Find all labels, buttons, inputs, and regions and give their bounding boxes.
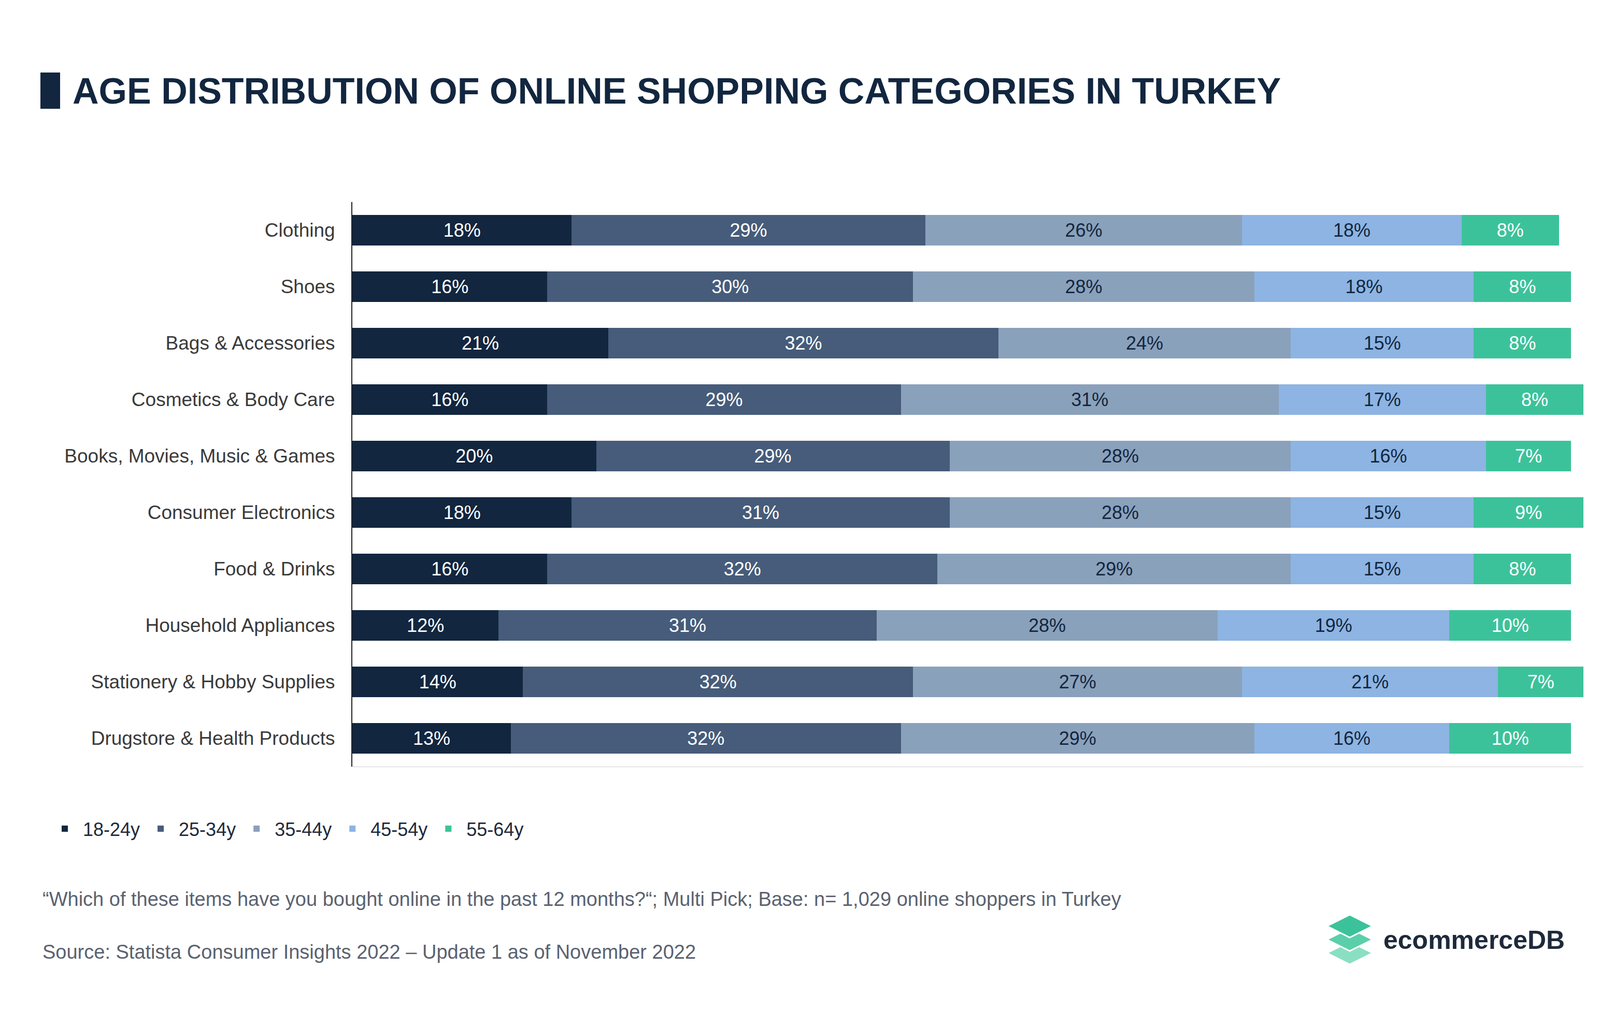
svg-text:ecommerceDB: ecommerceDB: [1383, 925, 1565, 955]
svg-text:29%: 29%: [705, 389, 743, 411]
svg-text:7%: 7%: [1527, 671, 1555, 693]
svg-text:16%: 16%: [1333, 727, 1371, 750]
svg-text:8%: 8%: [1508, 276, 1536, 298]
svg-text:29%: 29%: [754, 445, 792, 467]
svg-text:32%: 32%: [687, 727, 725, 750]
svg-text:16%: 16%: [431, 276, 469, 298]
svg-text:16%: 16%: [1369, 445, 1408, 467]
svg-text:28%: 28%: [1101, 502, 1139, 524]
svg-text:16%: 16%: [431, 558, 469, 580]
svg-text:Source: Statista Consumer Insi: Source: Statista Consumer Insights 2022 …: [42, 941, 696, 964]
svg-text:Drugstore & Health Products: Drugstore & Health Products: [91, 727, 336, 750]
svg-text:18%: 18%: [443, 502, 481, 524]
svg-text:30%: 30%: [711, 276, 749, 298]
svg-text:14%: 14%: [419, 671, 457, 693]
svg-text:26%: 26%: [1064, 219, 1103, 241]
svg-text:8%: 8%: [1508, 558, 1536, 580]
svg-text:28%: 28%: [1101, 445, 1139, 467]
svg-text:28%: 28%: [1064, 276, 1103, 298]
svg-text:28%: 28%: [1028, 615, 1066, 637]
svg-text:Food & Drinks: Food & Drinks: [213, 558, 335, 580]
svg-text:15%: 15%: [1363, 332, 1402, 354]
svg-text:31%: 31%: [1070, 389, 1109, 411]
svg-text:18%: 18%: [443, 219, 481, 241]
svg-text:45-54y: 45-54y: [370, 819, 428, 841]
svg-text:55-64y: 55-64y: [466, 819, 524, 841]
svg-text:16%: 16%: [431, 389, 469, 411]
svg-text:AGE DISTRIBUTION OF ONLINE SHO: AGE DISTRIBUTION OF ONLINE SHOPPING CATE…: [72, 70, 1281, 112]
svg-text:25-34y: 25-34y: [178, 819, 236, 841]
svg-text:Shoes: Shoes: [280, 276, 336, 298]
svg-text:10%: 10%: [1491, 727, 1530, 750]
svg-text:10%: 10%: [1491, 615, 1530, 637]
svg-text:24%: 24%: [1125, 332, 1164, 354]
svg-text:21%: 21%: [461, 332, 499, 354]
svg-text:8%: 8%: [1508, 332, 1536, 354]
svg-text:12%: 12%: [406, 615, 445, 637]
svg-text:21%: 21%: [1351, 671, 1389, 693]
svg-text:7%: 7%: [1515, 445, 1542, 467]
svg-text:17%: 17%: [1363, 389, 1402, 411]
svg-text:27%: 27%: [1059, 671, 1097, 693]
svg-text:Bags & Accessories: Bags & Accessories: [165, 332, 336, 354]
svg-text:9%: 9%: [1515, 502, 1542, 524]
svg-text:8%: 8%: [1496, 219, 1524, 241]
svg-text:32%: 32%: [723, 558, 762, 580]
svg-text:32%: 32%: [699, 671, 737, 693]
svg-text:Clothing: Clothing: [264, 219, 336, 241]
svg-text:32%: 32%: [784, 332, 822, 354]
svg-text:18%: 18%: [1345, 276, 1383, 298]
svg-text:18-24y: 18-24y: [82, 819, 140, 841]
svg-text:35-44y: 35-44y: [274, 819, 332, 841]
svg-text:8%: 8%: [1521, 389, 1549, 411]
svg-text:Household Appliances: Household Appliances: [145, 615, 335, 637]
svg-text:29%: 29%: [1095, 558, 1133, 580]
svg-text:Consumer Electronics: Consumer Electronics: [147, 502, 336, 524]
svg-text:31%: 31%: [668, 615, 707, 637]
svg-text:Books, Movies, Music & Games: Books, Movies, Music & Games: [64, 445, 335, 467]
svg-text:“Which of these items have you: “Which of these items have you bought on…: [42, 888, 1122, 911]
svg-text:Stationery & Hobby Supplies: Stationery & Hobby Supplies: [91, 671, 336, 693]
svg-text:15%: 15%: [1363, 558, 1402, 580]
svg-text:29%: 29%: [730, 219, 768, 241]
svg-text:29%: 29%: [1059, 727, 1097, 750]
svg-text:20%: 20%: [455, 445, 493, 467]
svg-text:31%: 31%: [741, 502, 780, 524]
svg-text:13%: 13%: [412, 727, 451, 750]
svg-text:15%: 15%: [1363, 502, 1402, 524]
svg-text:18%: 18%: [1333, 219, 1371, 241]
svg-text:Cosmetics & Body Care: Cosmetics & Body Care: [131, 389, 336, 411]
svg-text:19%: 19%: [1315, 615, 1353, 637]
